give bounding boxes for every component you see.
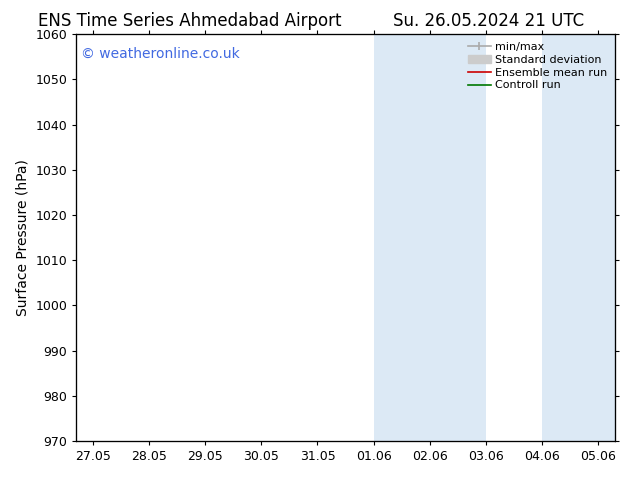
Text: © weatheronline.co.uk: © weatheronline.co.uk — [81, 47, 240, 60]
Bar — [373, 34, 486, 441]
Bar — [542, 34, 615, 441]
Text: Su. 26.05.2024 21 UTC: Su. 26.05.2024 21 UTC — [392, 12, 584, 30]
Legend: min/max, Standard deviation, Ensemble mean run, Controll run: min/max, Standard deviation, Ensemble me… — [464, 38, 612, 95]
Y-axis label: Surface Pressure (hPa): Surface Pressure (hPa) — [16, 159, 30, 316]
Text: ENS Time Series Ahmedabad Airport: ENS Time Series Ahmedabad Airport — [39, 12, 342, 30]
